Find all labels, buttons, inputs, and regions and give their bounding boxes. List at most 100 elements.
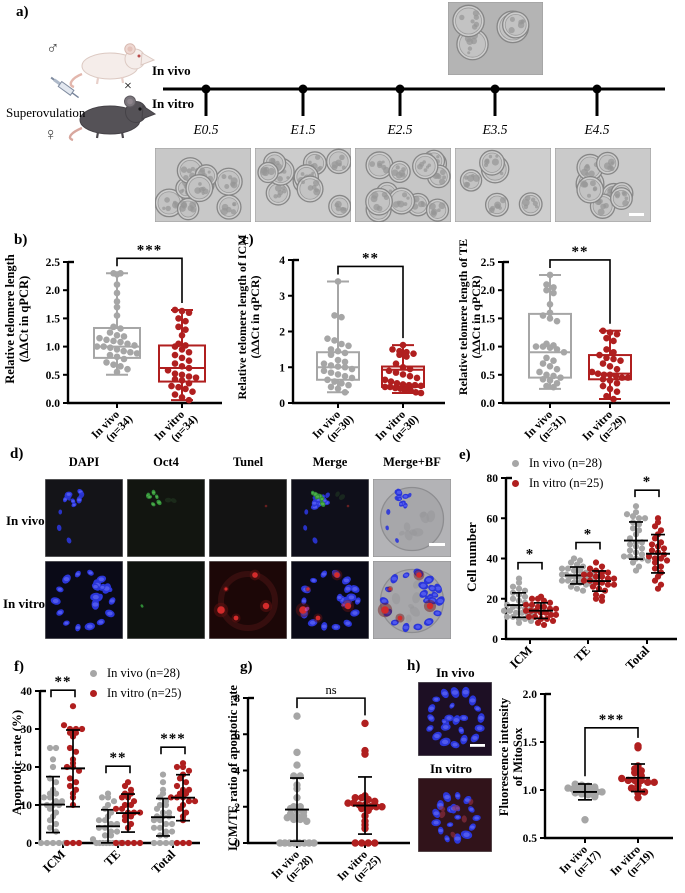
confocal-image xyxy=(373,561,451,639)
legend-e: In vivo (n=28) In vitro (n=25) xyxy=(512,453,603,493)
embryo-micrograph xyxy=(255,148,351,222)
legend-item: In vivo (n=28) xyxy=(90,663,181,683)
svg-text:40: 40 xyxy=(21,686,33,698)
legend-label: In vitro (n=25) xyxy=(529,475,604,490)
svg-text:In vivo(n=34): In vivo(n=34) xyxy=(89,404,135,450)
svg-text:1: 1 xyxy=(279,362,285,374)
svg-text:In vitro(n=19): In vitro(n=19) xyxy=(608,839,656,887)
confocal-image xyxy=(373,479,451,557)
svg-text:In vitro(n=25): In vitro(n=25) xyxy=(335,844,383,892)
legend-f: In vivo (n=28) In vitro (n=25) xyxy=(90,663,181,703)
panel-b-label: b) xyxy=(14,232,28,248)
panel-a-label: a) xyxy=(16,4,29,20)
embryo-micrograph xyxy=(555,148,651,222)
panel-c-label: c) xyxy=(242,232,254,248)
confocal-image xyxy=(45,479,123,557)
confocal-image xyxy=(209,561,287,639)
timepoint-label: E1.5 xyxy=(290,122,316,137)
svg-text:6: 6 xyxy=(234,729,240,741)
syringe-icon xyxy=(50,76,80,99)
timepoint-label: E3.5 xyxy=(482,122,508,137)
svg-text:60: 60 xyxy=(487,513,499,525)
timeline-diagram xyxy=(50,43,665,142)
svg-text:10: 10 xyxy=(21,800,33,812)
in-vivo-dot-icon xyxy=(90,669,97,677)
chart-b: 0.0 0.5 1.0 1.5 2.0 2.5 In vivo(n=34) In vitro(… xyxy=(46,242,222,450)
chart-h: 0.5 1.0 1.5 2.0 In vivo(n=17) In vitro(n=19) *… xyxy=(523,689,673,887)
svg-text:20: 20 xyxy=(21,762,33,774)
legend-item: In vivo (n=28) xyxy=(512,453,603,473)
svg-text:8: 8 xyxy=(234,693,240,705)
confocal-image xyxy=(45,561,123,639)
panel-e-label: e) xyxy=(459,447,471,463)
mitosox-in-vivo-label: In vivo xyxy=(436,665,475,680)
cross-symbol: × xyxy=(124,79,132,94)
svg-text:4: 4 xyxy=(234,766,240,778)
timeline-in-vivo-label: In vivo xyxy=(152,63,191,78)
svg-text:***: *** xyxy=(137,242,163,258)
svg-text:Total: Total xyxy=(149,847,179,877)
svg-text:1.0: 1.0 xyxy=(481,342,496,354)
svg-text:1.0: 1.0 xyxy=(523,785,538,797)
chart-c_icm: 0 1 2 3 4 In vivo(n=30) In vitro(n=30) ** xyxy=(279,250,445,452)
female-symbol: ♀ xyxy=(44,124,58,144)
confocal-image xyxy=(127,561,205,639)
embryo-micrograph xyxy=(448,2,543,75)
timepoint-label: E0.5 xyxy=(193,122,219,137)
svg-text:**: ** xyxy=(55,674,72,690)
mitosox-image xyxy=(418,778,492,852)
svg-text:0: 0 xyxy=(234,838,240,850)
embryo-micrograph xyxy=(455,148,551,222)
svg-text:0.0: 0.0 xyxy=(481,398,496,410)
mitosox-image xyxy=(418,682,492,756)
legend-label: In vivo (n=28) xyxy=(107,665,181,680)
white-mouse-illustration xyxy=(69,43,156,89)
dark-mouse-illustration xyxy=(68,95,157,142)
svg-text:1.5: 1.5 xyxy=(523,737,538,749)
chart-c_te: 0.00.51.01.52.02.5In vivo(n=31) In vitro(… xyxy=(481,244,670,444)
superovulation-label: Superovulation xyxy=(6,105,86,120)
confocal-image xyxy=(291,479,369,557)
svg-text:20: 20 xyxy=(487,594,499,606)
svg-text:0.5: 0.5 xyxy=(523,833,538,845)
svg-text:*: * xyxy=(526,547,535,563)
svg-text:80: 80 xyxy=(487,473,499,485)
svg-text:*: * xyxy=(643,474,652,490)
svg-text:0: 0 xyxy=(492,634,498,646)
svg-text:***: *** xyxy=(599,712,625,728)
confocal-image xyxy=(127,479,205,557)
svg-text:0.5: 0.5 xyxy=(46,370,61,382)
panel-g-label: g) xyxy=(240,659,253,675)
embryo-micrograph xyxy=(355,148,451,222)
svg-text:0.0: 0.0 xyxy=(46,398,61,410)
chart-f: 0 10 20 30 40 ** ICM ** TE *** Total xyxy=(21,674,200,877)
confocal-column-merge: Merge xyxy=(312,455,348,469)
legend-label: In vivo (n=28) xyxy=(529,455,603,470)
confocal-column-tunel: Tunel xyxy=(232,455,264,469)
confocal-image xyxy=(291,561,369,639)
svg-text:0: 0 xyxy=(26,838,32,850)
legend-item: In vitro (n=25) xyxy=(512,473,603,493)
svg-text:0.5: 0.5 xyxy=(481,370,496,382)
svg-text:2.5: 2.5 xyxy=(46,257,61,269)
svg-text:In vitro(n=30): In vitro(n=30) xyxy=(373,404,421,452)
svg-text:TE: TE xyxy=(101,847,123,869)
timepoint-label: E4.5 xyxy=(584,122,610,137)
svg-text:1.5: 1.5 xyxy=(481,313,496,325)
male-symbol: ♂ xyxy=(46,38,60,58)
svg-text:2.5: 2.5 xyxy=(481,257,496,269)
confocal-row-in-vivo: In vivo xyxy=(6,513,45,528)
svg-text:1.5: 1.5 xyxy=(46,313,61,325)
chart-g: 0 2 4 6 8 In vivo(n=28) In vitro(n=25) ns xyxy=(234,683,410,892)
svg-text:2: 2 xyxy=(234,802,240,814)
svg-text:0: 0 xyxy=(279,398,285,410)
in-vitro-dot-icon xyxy=(90,689,97,697)
svg-text:In vivo(n=30): In vivo(n=30) xyxy=(310,404,356,450)
svg-text:**: ** xyxy=(362,250,379,266)
mitosox-in-vitro-label: In vitro xyxy=(430,761,473,776)
svg-text:40: 40 xyxy=(487,554,499,566)
svg-text:ns: ns xyxy=(325,683,336,697)
panel-h-label: h) xyxy=(407,658,421,674)
